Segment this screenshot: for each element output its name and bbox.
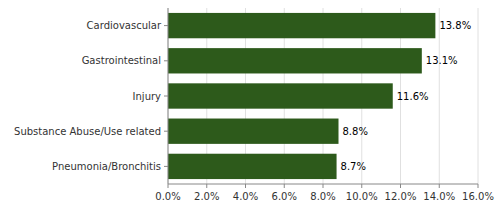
x-tick <box>245 184 246 188</box>
category-label: Substance Abuse/Use related <box>14 126 161 137</box>
data-label: 8.7% <box>341 161 366 172</box>
category-label: Injury <box>133 91 162 102</box>
category-label: Cardiovascular <box>87 20 162 31</box>
y-tick <box>164 131 168 132</box>
data-label: 13.8% <box>439 20 471 31</box>
x-tick <box>168 184 169 188</box>
y-tick <box>164 166 168 167</box>
grid-line <box>439 8 440 184</box>
category-label: Gastrointestinal <box>82 55 161 66</box>
bar <box>168 48 422 73</box>
x-tick <box>400 184 401 188</box>
x-tick-label: 10.0% <box>346 191 378 202</box>
x-tick <box>478 184 479 188</box>
bars <box>168 13 435 179</box>
x-tick-label: 6.0% <box>272 191 297 202</box>
x-tick-label: 14.0% <box>423 191 455 202</box>
x-tick <box>206 184 207 188</box>
x-tick-label: 16.0% <box>462 191 494 202</box>
x-tick-label: 4.0% <box>233 191 258 202</box>
x-tick <box>361 184 362 188</box>
data-label: 8.8% <box>343 126 368 137</box>
x-tick-label: 12.0% <box>385 191 417 202</box>
x-tick <box>323 184 324 188</box>
bar <box>168 83 393 108</box>
data-labels: 13.8% 13.1% 11.6% 8.8% 8.7% <box>341 20 472 172</box>
bar <box>168 13 435 38</box>
data-label: 11.6% <box>397 91 429 102</box>
x-tick <box>284 184 285 188</box>
x-axis: 0.0% 2.0% 4.0% 6.0% 8.0% 10.0% 12.0% 14.0% 16.0% <box>155 184 494 202</box>
x-tick-label: 2.0% <box>194 191 219 202</box>
x-axis-line <box>168 184 478 185</box>
y-tick <box>164 25 168 26</box>
data-label: 13.1% <box>426 55 458 66</box>
grid <box>168 8 478 184</box>
chart: 0.0% 2.0% 4.0% 6.0% 8.0% 10.0% 12.0% 14.0% 16.0%… <box>0 0 500 210</box>
x-tick-label: 8.0% <box>310 191 335 202</box>
y-tick <box>164 60 168 61</box>
y-tick <box>164 96 168 97</box>
x-tick-label: 0.0% <box>155 191 180 202</box>
x-tick <box>439 184 440 188</box>
grid-line <box>478 8 479 184</box>
category-label: Pneumonia/Bronchitis <box>52 161 161 172</box>
bar <box>168 119 339 144</box>
y-axis: Cardiovascular Gastrointestinal Injury Subs… <box>14 8 168 184</box>
bar <box>168 154 337 179</box>
